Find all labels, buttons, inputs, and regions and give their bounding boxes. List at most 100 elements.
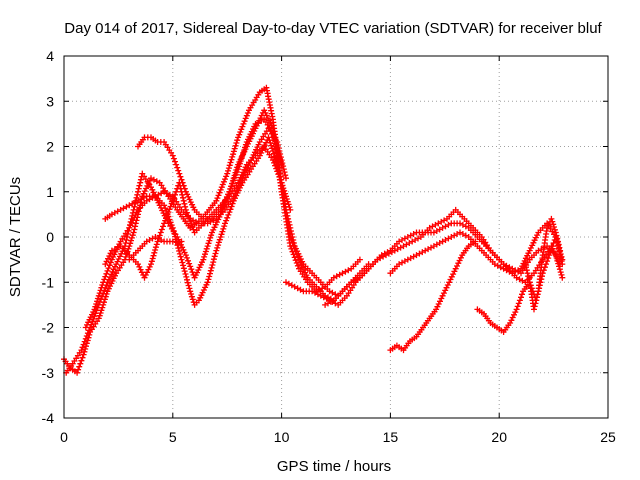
data-point xyxy=(154,238,161,245)
y-axis-label: SDTVAR / TECUs xyxy=(7,177,24,297)
data-point xyxy=(167,219,174,226)
data-point xyxy=(107,250,114,257)
data-point xyxy=(180,265,187,272)
data-point xyxy=(232,171,239,178)
data-point xyxy=(180,182,187,189)
data-point xyxy=(451,268,458,275)
data-point xyxy=(447,276,454,283)
data-point xyxy=(288,228,294,234)
data-point xyxy=(134,191,141,198)
data-point xyxy=(176,170,183,177)
data-point xyxy=(179,179,186,186)
data-point xyxy=(137,266,144,273)
data-point xyxy=(554,235,561,242)
data-point xyxy=(227,185,234,192)
x-tick-label: 10 xyxy=(274,429,290,445)
data-point xyxy=(96,312,103,319)
data-point xyxy=(277,158,284,165)
data-point xyxy=(202,251,208,258)
data-point xyxy=(144,269,151,276)
y-tick-label: 0 xyxy=(46,229,54,245)
data-point xyxy=(217,186,224,193)
data-point xyxy=(206,237,213,244)
data-point xyxy=(292,257,299,264)
data-point xyxy=(289,234,296,240)
data-point xyxy=(235,166,242,173)
data-point xyxy=(212,250,219,257)
series-track-m xyxy=(522,215,564,313)
data-point xyxy=(207,270,213,277)
data-point xyxy=(272,162,279,169)
chart-title: Day 014 of 2017, Sidereal Day-to-day VTE… xyxy=(64,20,602,37)
data-point xyxy=(287,224,294,231)
data-point xyxy=(92,303,99,310)
data-point xyxy=(214,244,221,251)
data-point xyxy=(286,221,293,228)
data-point xyxy=(224,170,231,177)
data-point xyxy=(96,290,103,297)
data-point xyxy=(244,110,251,116)
data-point xyxy=(242,144,248,151)
data-point xyxy=(211,253,218,260)
data-point xyxy=(271,159,277,166)
y-tick-label: 1 xyxy=(46,184,54,200)
data-point xyxy=(98,296,104,303)
data-point xyxy=(174,242,181,249)
data-point xyxy=(281,169,288,176)
data-point xyxy=(183,273,190,280)
data-point xyxy=(268,142,275,149)
data-point xyxy=(137,179,144,186)
data-point xyxy=(106,253,113,259)
data-point xyxy=(241,118,248,125)
data-point xyxy=(223,173,230,180)
data-point xyxy=(105,255,111,262)
data-point xyxy=(203,245,210,252)
data-point xyxy=(446,279,453,286)
data-point xyxy=(234,169,240,175)
data-point xyxy=(188,221,195,227)
data-point xyxy=(173,161,180,168)
series-track-g xyxy=(126,234,185,263)
data-point xyxy=(450,271,457,278)
data-point xyxy=(145,266,152,273)
data-point xyxy=(188,293,195,300)
data-point xyxy=(276,174,283,180)
series-track-b xyxy=(63,107,363,376)
data-point xyxy=(173,188,180,195)
data-point xyxy=(100,279,107,286)
data-point xyxy=(78,357,85,364)
data-point xyxy=(77,360,84,367)
data-point xyxy=(507,320,514,326)
data-point xyxy=(132,223,139,230)
data-point xyxy=(552,229,559,236)
data-point xyxy=(534,291,541,298)
data-point xyxy=(170,227,177,234)
data-point xyxy=(514,303,521,310)
data-point xyxy=(559,274,566,281)
data-point xyxy=(275,150,282,157)
data-point xyxy=(273,144,280,151)
data-point xyxy=(75,366,82,373)
data-point xyxy=(226,188,233,195)
data-point xyxy=(204,279,211,286)
data-point xyxy=(83,333,90,339)
data-point xyxy=(274,147,281,154)
data-point xyxy=(544,258,551,265)
data-point xyxy=(161,202,168,209)
data-point xyxy=(545,255,552,262)
data-point xyxy=(550,221,557,228)
data-point xyxy=(225,165,232,172)
data-point xyxy=(218,231,225,238)
data-point xyxy=(228,183,235,190)
data-point xyxy=(559,261,566,268)
data-point xyxy=(243,112,250,119)
data-point xyxy=(180,197,187,204)
data-point xyxy=(555,238,561,245)
data-point xyxy=(104,267,111,274)
data-point xyxy=(76,363,83,370)
data-point xyxy=(220,178,227,185)
data-point xyxy=(135,188,141,195)
data-point xyxy=(169,152,176,159)
data-point xyxy=(80,341,87,348)
